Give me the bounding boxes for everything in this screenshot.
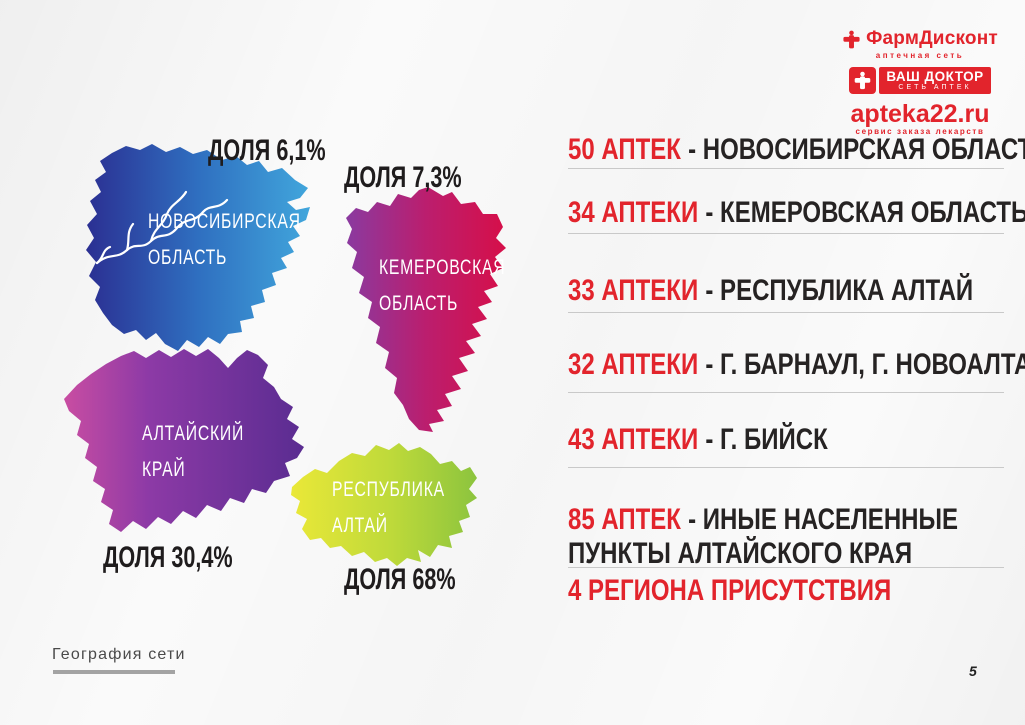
separator (568, 392, 1004, 393)
stat-region: - РЕСПУБЛИКА АЛТАЙ (705, 274, 974, 307)
stat-count: 34 АПТЕКИ (568, 196, 699, 229)
stat-count: 43 АПТЕКИ (568, 423, 699, 456)
stat-count: 33 АПТЕКИ (568, 274, 699, 307)
apteka22-tagline: сервис заказа лекарств (855, 127, 985, 136)
stat-region: - КЕМЕРОВСКАЯ ОБЛАСТЬ (705, 196, 1025, 229)
pharm-discount-cross-icon (843, 30, 860, 48)
pharm-discount-name: ФармДисконт (866, 28, 998, 49)
apteka22-logo: apteka22.ru сервис заказа лекарств (851, 101, 990, 136)
stat-region: - Г. БАРНАУЛ, Г. НОВОАЛТАЙСК (705, 348, 1025, 381)
map-label-altai-republic: РЕСПУБЛИКА АЛТАЙ (332, 478, 445, 537)
vash-doctor-name: ВАШ ДОКТОР (886, 68, 984, 84)
vash-doctor-tagline: СЕТЬ АПТЕК (898, 83, 972, 91)
slide-title: География сети (52, 646, 186, 663)
stat-count: 85 АПТЕК (568, 503, 681, 536)
map-label-kemerovo: КЕМЕРОВСКАЯ ОБЛАСТЬ (379, 256, 506, 315)
stat-row: 32 АПТЕКИ- Г. БАРНАУЛ, Г. НОВОАЛТАЙСК (568, 348, 1025, 382)
vash-doctor-logo: ВАШ ДОКТОР СЕТЬ АПТЕК (849, 67, 991, 94)
stat-region: - ИНЫЕ НАСЕЛЕННЫЕ ПУНКТЫ АЛТАЙСКОГО КРАЯ (568, 503, 958, 570)
regions-summary: 4 РЕГИОНА ПРИСУТСТВИЯ (568, 574, 892, 607)
separator (568, 312, 1004, 313)
stat-row: 43 АПТЕКИ - Г. БИЙСК (568, 423, 893, 457)
separator (568, 233, 1004, 234)
vash-doctor-cross-icon (849, 67, 877, 94)
stat-row: 85 АПТЕК - ИНЫЕ НАСЕЛЕННЫЕ ПУНКТЫ АЛТАЙСК… (568, 503, 1025, 571)
page-number: 5 (969, 663, 977, 679)
share-label-altai-krai: ДОЛЯ 30,4% (103, 541, 233, 574)
stat-count: 32 АПТЕКИ (568, 348, 699, 381)
share-label-altai-republic: ДОЛЯ 68% (344, 563, 456, 596)
pharm-discount-logo: ФармДисконт аптечная сеть (842, 28, 998, 60)
apteka22-name: apteka22.ru (850, 100, 990, 128)
pharm-discount-tagline: аптечная сеть (875, 51, 965, 60)
map-label-altai-krai: АЛТАЙСКИЙ КРАЙ (142, 422, 245, 481)
share-label-kemerovo: ДОЛЯ 7,3% (344, 161, 462, 194)
stat-region: - Г. БИЙСК (705, 423, 828, 456)
footer-underline-bar (53, 670, 175, 674)
separator (568, 168, 1004, 169)
share-label-novosibirsk: ДОЛЯ 6,1% (208, 134, 326, 167)
stat-row: 34 АПТЕКИ - КЕМЕРОВСКАЯ ОБЛАСТЬ (568, 196, 1025, 230)
stat-row: 50 АПТЕК - НОВОСИБИРСКАЯ ОБЛАСТЬ (568, 133, 1025, 167)
map-label-novosibirsk: НОВОСИБИРСКАЯ ОБЛАСТЬ (148, 210, 301, 269)
stat-region: - НОВОСИБИРСКАЯ ОБЛАСТЬ (688, 133, 1025, 166)
logo-column: ФармДисконт аптечная сеть ВАШ ДОКТОР СЕТ… (831, 28, 1009, 136)
separator (568, 567, 1004, 568)
separator (568, 467, 1004, 468)
stat-row: 33 АПТЕКИ - РЕСПУБЛИКА АЛТАЙ (568, 274, 1025, 308)
stat-count: 50 АПТЕК (568, 133, 681, 166)
